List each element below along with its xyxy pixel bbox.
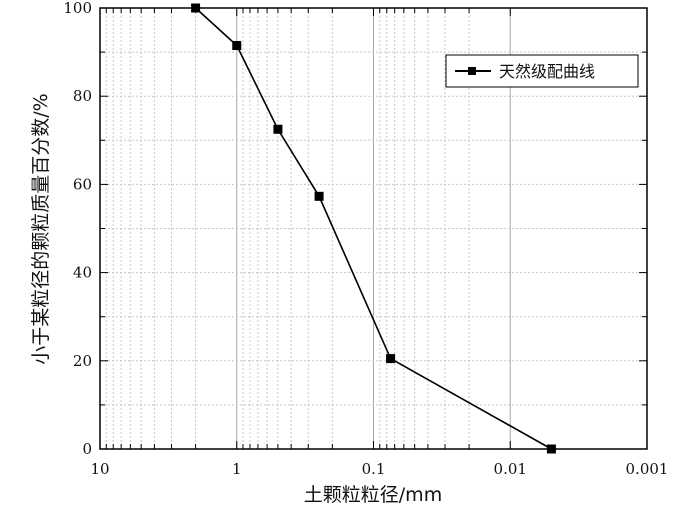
data-point-marker <box>386 354 396 364</box>
y-tick-label: 20 <box>73 352 92 370</box>
x-axis-tick-labels: 10 1 0.1 0.01 0.001 <box>90 460 668 478</box>
y-tick-label: 0 <box>82 440 92 458</box>
axis-ticks <box>99 8 647 449</box>
x-tick-label: 1 <box>232 460 242 478</box>
y-tick-label: 40 <box>73 264 92 282</box>
y-axis-tick-labels: 0 20 40 60 80 100 <box>63 0 92 458</box>
y-tick-label: 60 <box>73 175 92 193</box>
data-point-marker <box>314 191 324 201</box>
x-tick-label: 0.001 <box>626 460 669 478</box>
x-tick-label: 0.01 <box>494 460 527 478</box>
y-tick-label: 100 <box>63 0 92 17</box>
y-tick-label: 80 <box>73 87 92 105</box>
legend-series-label: 天然级配曲线 <box>499 62 595 81</box>
x-tick-label: 10 <box>90 460 109 478</box>
data-point-marker <box>232 40 242 50</box>
series-line <box>195 7 552 450</box>
x-tick-label: 0.1 <box>362 460 386 478</box>
y-axis-title: 小于某粒径的颗粒质量百分数/% <box>30 93 52 364</box>
data-point-marker <box>273 124 283 134</box>
legend: 天然级配曲线 <box>445 54 639 88</box>
data-point-marker <box>191 3 201 13</box>
x-axis-title: 土颗粒粒径/mm <box>304 484 442 506</box>
legend-marker-sample <box>468 67 476 75</box>
series-layer <box>191 3 556 454</box>
data-point-marker <box>546 444 556 454</box>
